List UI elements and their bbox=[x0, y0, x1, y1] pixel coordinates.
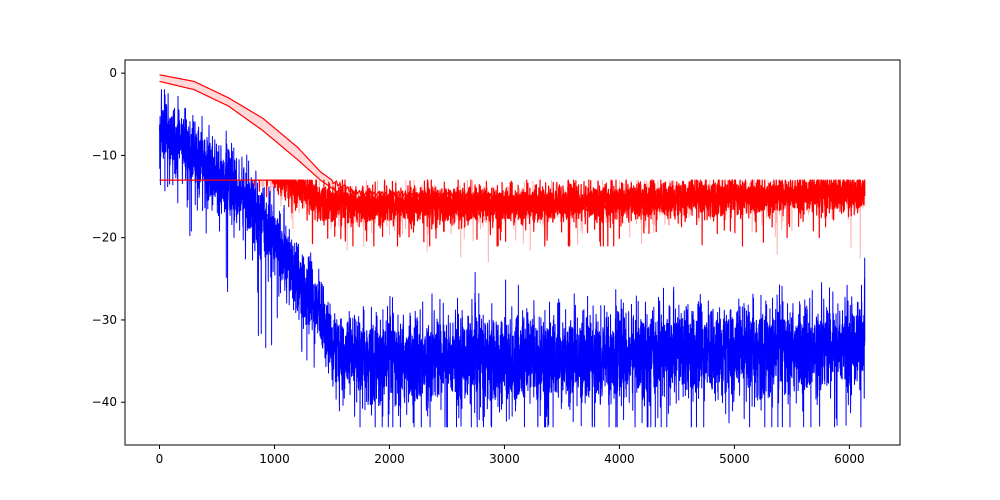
x-tick-label: 4000 bbox=[604, 452, 635, 466]
series-line-3 bbox=[159, 80, 865, 213]
series-line-0 bbox=[159, 89, 866, 428]
ticks: 0 1000 2000 3000 4000 5000 6000 0 −10 −20 −30 −40 bbox=[92, 66, 865, 466]
plot-area bbox=[159, 74, 866, 428]
x-tick-label: 6000 bbox=[834, 452, 865, 466]
series-line-2 bbox=[159, 74, 865, 205]
y-tick-label: −10 bbox=[92, 148, 117, 162]
y-tick-label: 0 bbox=[109, 66, 117, 80]
y-tick-label: −20 bbox=[92, 231, 117, 245]
x-tick-label: 2000 bbox=[374, 452, 405, 466]
y-tick-label: −30 bbox=[92, 313, 117, 327]
axes-frame bbox=[124, 59, 901, 446]
x-tick-label: 1000 bbox=[259, 452, 290, 466]
x-tick-label: 5000 bbox=[719, 452, 750, 466]
y-tick-label: −40 bbox=[92, 395, 117, 409]
x-tick-label: 0 bbox=[156, 452, 164, 466]
x-tick-label: 3000 bbox=[489, 452, 520, 466]
